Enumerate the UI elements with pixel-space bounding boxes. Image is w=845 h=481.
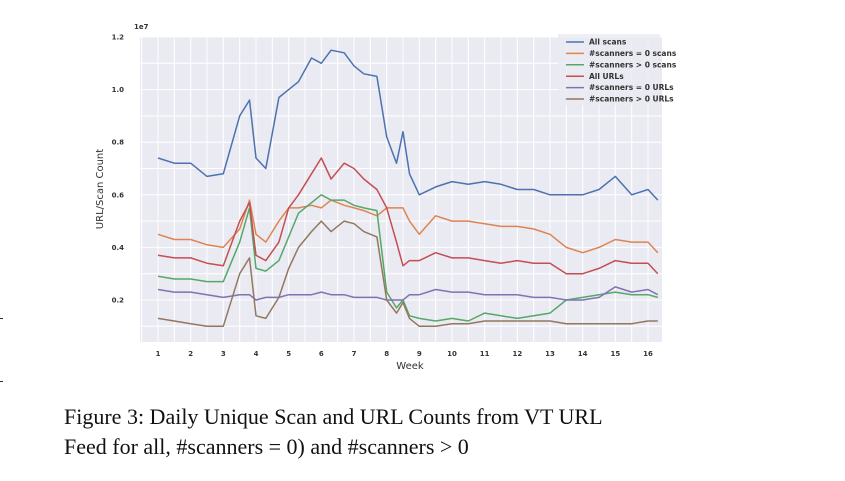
series-line-6 <box>157 220 658 328</box>
x-tick-label: 4 <box>254 350 259 358</box>
y-tick-label: 0.2 <box>112 297 125 305</box>
y-axis-label: URL/Scan Count <box>95 149 106 229</box>
legend-label: #scanners > 0 scans <box>589 60 677 69</box>
y-tick-labels: 0.2 0.4 0.6 0.8 1.0 1.2 <box>112 34 125 305</box>
x-tick-label: 11 <box>480 350 490 358</box>
legend-label: All scans <box>589 38 627 47</box>
series-line-4 <box>157 157 659 275</box>
legend-label: All URLs <box>589 72 624 81</box>
x-tick-labels: 1 2 3 4 5 6 7 8 9 10 11 12 13 14 15 16 <box>156 350 653 358</box>
y-tick-label: 1.2 <box>112 34 125 42</box>
x-tick-label: 9 <box>417 350 422 358</box>
y-tick-label: 0.6 <box>112 191 125 199</box>
x-tick-label: 16 <box>643 350 653 358</box>
y-scale-label: 1e7 <box>134 23 149 31</box>
y-tick-label: 0.8 <box>112 139 125 147</box>
legend-box <box>558 34 660 105</box>
legend: All scans #scanners = 0 scans #scanners > … <box>558 34 677 105</box>
left-edge-mark-lower <box>0 381 3 382</box>
x-tick-label: 1 <box>156 350 161 358</box>
x-axis-label: Week <box>396 361 424 372</box>
legend-label: #scanners > 0 URLs <box>589 95 674 104</box>
x-tick-label: 3 <box>221 350 226 358</box>
x-tick-label: 15 <box>610 350 620 358</box>
x-tick-label: 12 <box>512 350 522 358</box>
left-edge-mark-upper <box>0 318 3 319</box>
series-line-1 <box>157 49 659 201</box>
chart: 1 2 3 4 5 6 7 8 9 10 11 12 13 14 15 16 0.20.40.60.81.01… <box>95 23 677 372</box>
y-tick-label: 0.4 <box>112 244 125 252</box>
legend-label: #scanners = 0 scans <box>589 49 677 58</box>
caption-line-2: Feed for all, #scanners = 0) and #scanne… <box>64 434 469 459</box>
x-tick-label: 2 <box>188 350 193 358</box>
y-tick-label: 1.0 <box>112 86 125 94</box>
x-tick-label: 6 <box>319 350 324 358</box>
x-tick-label: 14 <box>578 350 588 358</box>
series-line-3 <box>157 194 658 322</box>
x-tick-label: 13 <box>545 350 555 358</box>
x-tick-label: 8 <box>384 350 389 358</box>
x-tick-label: 10 <box>447 350 457 358</box>
legend-label: #scanners = 0 URLs <box>589 83 674 92</box>
series-lines <box>157 49 659 328</box>
figure-caption: Figure 3: Daily Unique Scan and URL Coun… <box>64 402 784 462</box>
caption-line-1: Figure 3: Daily Unique Scan and URL Coun… <box>64 404 603 429</box>
x-tick-label: 5 <box>286 350 291 358</box>
x-tick-label: 7 <box>352 350 357 358</box>
